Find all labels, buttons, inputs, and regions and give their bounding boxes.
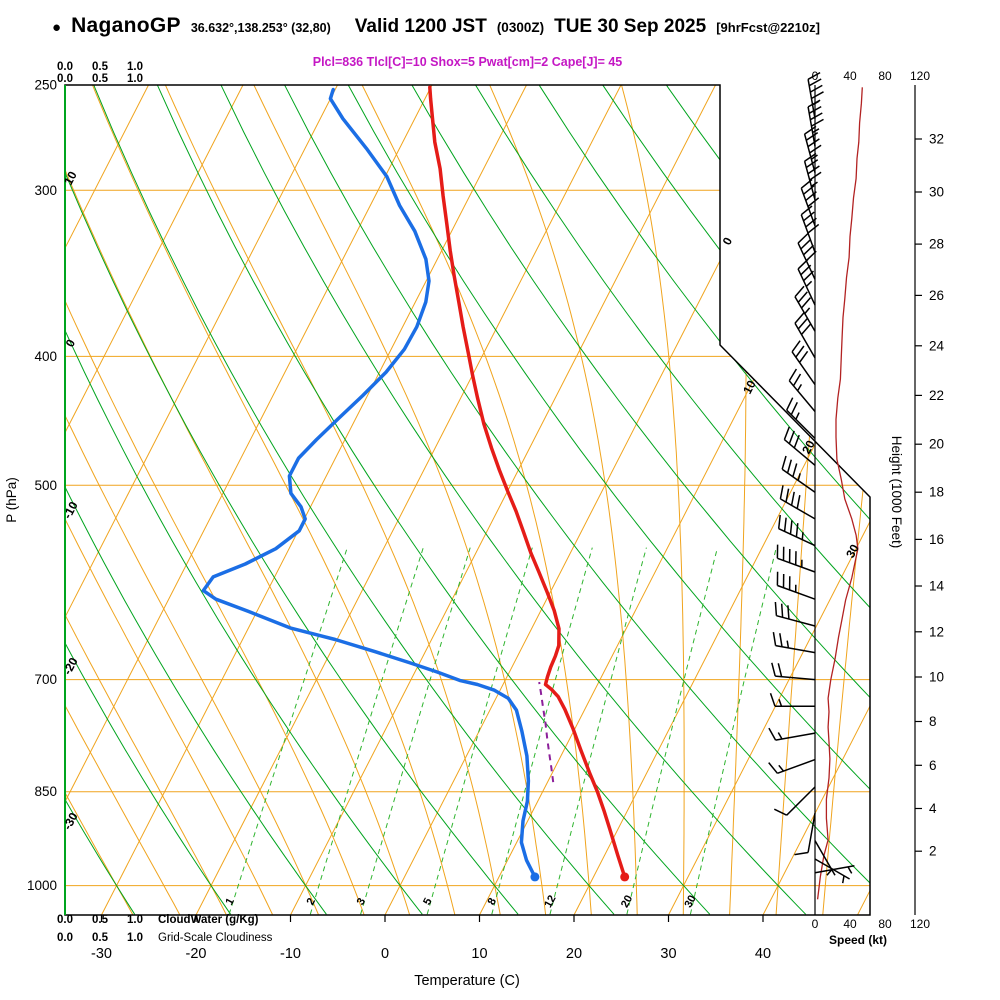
height-tick-label: 10 (929, 670, 944, 685)
speed-tick-label-top: 80 (878, 69, 892, 83)
station-coords: 36.632°,138.253° (32,80) (190, 21, 331, 35)
height-tick-label: 6 (929, 758, 937, 773)
plot-frame (64, 84, 871, 916)
cloudiness-scale-bottom: 0.5 (92, 932, 109, 944)
mixing-ratio-label: 3 (355, 896, 368, 907)
pressure-tick-label: 300 (34, 183, 57, 198)
speed-tick-label-bottom: 120 (910, 917, 930, 931)
title-bar: ● NaganoGP 36.632°,138.253° (32,80) Vali… (52, 14, 820, 38)
speed-tick-label-top: 120 (910, 69, 930, 83)
pressure-tick-label: 400 (34, 349, 57, 364)
grid-moist-adiabats (65, 85, 870, 915)
speed-tick-label-bottom: 40 (843, 917, 857, 931)
height-tick-label: 26 (929, 288, 944, 303)
temperature-tick-label: 20 (566, 946, 582, 962)
forecast-tag: [9hrFcst@2210z] (716, 20, 820, 35)
height-tick-label: 16 (929, 532, 944, 547)
cloudwater-scale-bottom: 1.0 (127, 914, 143, 926)
height-tick-label: 28 (929, 237, 944, 252)
temperature-tick-label: 0 (381, 946, 389, 962)
dry-adiabat-label: -10 (60, 499, 81, 521)
station-name: NaganoGP (71, 14, 181, 37)
isotherm-label: 20 (799, 438, 818, 457)
temperature-surface-dot (620, 872, 630, 882)
indices-line: Plcl=836 Tlcl[C]=10 Shox=5 Pwat[cm]=2 Ca… (312, 55, 623, 69)
pressure-tick-label: 250 (34, 78, 57, 93)
mixing-ratio-label: 20 (619, 893, 635, 909)
temperature-axis-title: Temperature (C) (414, 973, 520, 989)
cloudwater-scale-top: 0.0 (57, 61, 73, 73)
height-tick-label: 12 (929, 624, 944, 639)
dry-adiabat-label: -20 (60, 655, 81, 677)
speed-tick-label-top: 40 (843, 69, 857, 83)
cloudwater-scale-bottom: 0.5 (92, 914, 109, 926)
height-tick-label: 4 (929, 801, 937, 816)
temperature-tick-label: 10 (471, 946, 487, 962)
cloudiness-scale-bottom: 1.0 (127, 932, 143, 944)
pressure-tick-label: 1000 (27, 878, 57, 893)
dewpoint-curve (201, 87, 537, 879)
station-bullet-icon: ● (52, 19, 62, 36)
height-tick-label: 30 (929, 185, 944, 200)
mixing-ratio-label: 30 (682, 893, 698, 909)
height-tick-label: 14 (929, 579, 945, 594)
pressure-tick-label: 500 (34, 478, 57, 493)
cloudwater-scale-top: 1.0 (127, 61, 143, 73)
mixing-ratio-label: 12 (542, 893, 558, 909)
cloudiness-scale-top: 0.5 (92, 73, 109, 85)
cloudiness-axis-title: Grid-Scale Cloudiness (158, 932, 273, 944)
skewt-grid (65, 85, 870, 915)
height-tick-label: 8 (929, 714, 937, 729)
mixing-ratio-label: 8 (486, 896, 499, 907)
height-tick-label: 18 (929, 485, 944, 500)
pressure-tick-label: 850 (34, 784, 57, 799)
cloudwater-scale-top: 0.5 (92, 61, 109, 73)
valid-zulu: (0300Z) (496, 20, 545, 35)
grid-mixing-lines (228, 547, 777, 915)
dry-adiabat-label: 10 (61, 169, 80, 188)
pressure-axis-title: P (hPa) (4, 477, 19, 523)
height-tick-label: 32 (929, 132, 944, 147)
speed-tick-label-bottom: 80 (878, 917, 892, 931)
temperature-tick-label: -10 (280, 946, 301, 962)
height-tick-label: 24 (929, 338, 945, 353)
dewpoint-surface-dot (530, 872, 540, 882)
mixing-ratio-label: 2 (305, 896, 318, 907)
height-tick-label: 2 (929, 844, 937, 859)
isotherm-label: 10 (740, 378, 759, 397)
temperature-tick-label: -30 (91, 946, 112, 962)
height-axis-title: Height (1000 Feet) (889, 436, 904, 549)
cloudiness-scale-top: 0.0 (57, 73, 73, 85)
speed-tick-label-top: 0 (812, 69, 819, 83)
temperature-tick-label: 30 (660, 946, 676, 962)
speed-axis-title: Speed (kt) (829, 933, 887, 947)
parcel-curve (538, 681, 555, 783)
height-tick-label: 22 (929, 388, 944, 403)
isotherm-label: 30 (843, 542, 862, 561)
valid-date: TUE 30 Sep 2025 (554, 16, 707, 37)
mixing-ratio-label: 5 (421, 896, 434, 907)
cloudwater-scale-bottom: 0.0 (57, 914, 73, 926)
speed-tick-label-bottom: 0 (812, 917, 819, 931)
isotherm-label: 0 (720, 235, 736, 248)
height-tick-label: 20 (929, 437, 944, 452)
cloudiness-scale-bottom: 0.0 (57, 932, 73, 944)
cloudwater-axis-title: CloudWater (g/Kg) (158, 914, 259, 926)
grid-pressure-lines (65, 189, 870, 887)
grid-dry-adiabats (65, 85, 870, 915)
wind-speed-curve (816, 87, 863, 900)
valid-time: Valid 1200 JST (354, 16, 487, 37)
mixing-ratio-label: 1 (223, 896, 236, 907)
wind-barbs (768, 71, 855, 884)
pressure-tick-label: 700 (34, 672, 57, 687)
dry-adiabat-label: -30 (60, 810, 81, 832)
cloudiness-scale-top: 1.0 (127, 73, 143, 85)
temperature-tick-label: 40 (755, 946, 771, 962)
temperature-tick-label: -20 (186, 946, 207, 962)
temperature-curve (428, 85, 627, 879)
